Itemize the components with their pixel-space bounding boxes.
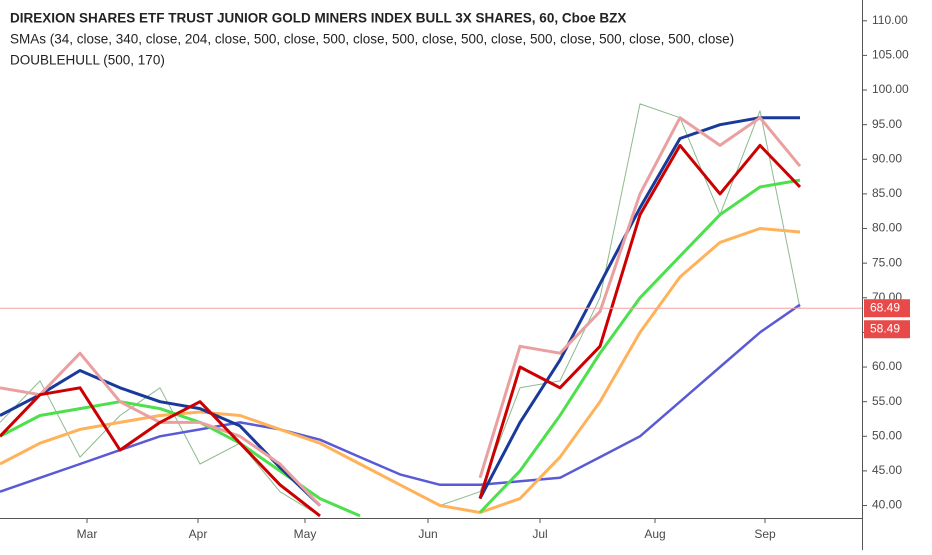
x-tick-label: Apr <box>189 527 208 541</box>
series-line <box>0 143 802 518</box>
y-tick-label: 105.00 <box>872 48 909 62</box>
legend: DIREXION SHARES ETF TRUST JUNIOR GOLD MI… <box>10 11 734 68</box>
price-label: 58.49 <box>870 321 900 335</box>
y-tick-label: 60.00 <box>872 359 902 373</box>
annotation: DOUBLEHULL (500, 170) <box>10 53 165 68</box>
x-tick-label: Sep <box>754 527 776 541</box>
series-line <box>0 303 801 493</box>
x-tick-label: Jul <box>532 527 547 541</box>
y-tick-label: 110.00 <box>872 13 908 27</box>
price-label-box <box>864 299 910 318</box>
x-tick-label: Mar <box>77 527 98 541</box>
price-label-box <box>864 320 910 339</box>
y-tick-label: 90.00 <box>872 151 902 165</box>
price-label: 68.49 <box>870 300 900 314</box>
y-tick-label: 55.00 <box>872 394 902 408</box>
y-tick-label: 85.00 <box>872 186 902 200</box>
y-tick-label: 80.00 <box>872 221 902 235</box>
y-tick-label: 100.00 <box>872 82 909 96</box>
series-line <box>0 227 801 514</box>
x-tick-label: Aug <box>644 527 665 541</box>
y-tick-label: 45.00 <box>872 463 902 477</box>
series-line <box>0 103 801 517</box>
x-tick-label: Jun <box>418 527 437 541</box>
y-tick-label: 50.00 <box>872 428 902 442</box>
x-tick-label: May <box>294 527 317 541</box>
y-tick-label: 40.00 <box>872 498 902 512</box>
subtitle: SMAs (34, close, 340, close, 204, close,… <box>10 32 734 47</box>
plot <box>0 103 802 518</box>
chart-title: DIREXION SHARES ETF TRUST JUNIOR GOLD MI… <box>10 11 626 26</box>
y-tick-label: 75.00 <box>872 255 902 269</box>
y-tick-label: 95.00 <box>872 117 902 131</box>
